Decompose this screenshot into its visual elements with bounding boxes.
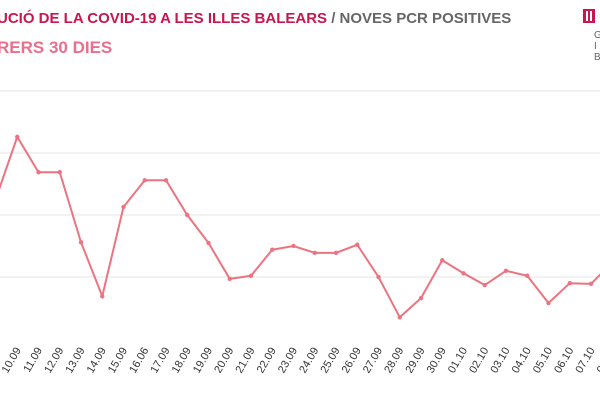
x-tick-label: 16.06 (127, 346, 151, 376)
x-tick-label: 06.10 (552, 346, 576, 376)
x-tick-label: 02.10 (467, 346, 491, 376)
x-tick-label: 19.09 (191, 346, 215, 376)
data-point (588, 281, 594, 287)
x-tick-label: 24.09 (297, 346, 321, 376)
x-tick-label: 27.09 (361, 346, 385, 376)
x-tick-label: 12.09 (42, 346, 66, 376)
data-point (78, 240, 84, 245)
x-tick-label: 28.09 (382, 346, 406, 376)
data-point (376, 274, 381, 280)
x-tick-label: 17.09 (148, 346, 172, 376)
title-suffix: / NOVES PCR POSITIVES (331, 10, 511, 27)
data-point (142, 178, 147, 183)
data-point (291, 243, 296, 249)
data-point (206, 240, 211, 246)
x-tick-label: 05.10 (531, 346, 555, 376)
data-point (397, 315, 402, 320)
x-tick-label: 11.09 (21, 346, 45, 375)
data-point (227, 276, 232, 282)
x-tick-label: 04.10 (510, 346, 534, 376)
data-point (355, 242, 360, 247)
data-point (36, 170, 41, 175)
data-point (418, 295, 424, 301)
x-tick-label: 26.09 (340, 346, 364, 376)
data-point (100, 294, 105, 299)
title-main: UCIÓ DE LA COVID-19 A LES ILLES BALEARS (0, 9, 327, 27)
logo-icon-stripe (590, 11, 592, 21)
data-point (248, 273, 254, 278)
x-tick-label: 08.10 (595, 346, 600, 376)
data-point (185, 212, 190, 218)
data-point (270, 247, 275, 252)
data-point (15, 134, 20, 140)
logo (583, 9, 595, 23)
data-point (121, 204, 126, 210)
x-tick-label: 14.09 (85, 346, 109, 376)
data-line (0, 134, 600, 319)
data-point (461, 271, 466, 276)
data-point (440, 258, 445, 263)
data-point (57, 170, 62, 175)
x-tick-label: 22.09 (255, 346, 279, 376)
x-tick-label: 03.10 (488, 346, 512, 376)
x-tick-label: 13.09 (63, 346, 87, 376)
data-point (312, 250, 317, 256)
chart-subtitle: RERS 30 DIES (0, 38, 112, 57)
data-point (333, 250, 339, 256)
chart-title: UCIÓ DE LA COVID-19 A LES ILLES BALEARS … (0, 9, 511, 27)
x-tick-label: 15.09 (106, 346, 130, 376)
x-tick-label: 07.10 (573, 346, 597, 376)
logo-letter: I (594, 41, 597, 52)
logo-icon (583, 9, 595, 23)
x-tick-label: 18.09 (170, 346, 194, 376)
data-point (525, 273, 530, 278)
logo-icon-stripe (586, 11, 588, 21)
x-tick-label: 29.09 (403, 346, 427, 376)
x-tick-label: 20.09 (212, 346, 236, 376)
x-tick-label: 10.09 (0, 346, 24, 376)
x-tick-label: 01.10 (446, 346, 470, 376)
data-point (163, 178, 169, 183)
logo-letter: B (594, 52, 600, 63)
x-tick-label: 25.09 (318, 346, 342, 376)
data-point (482, 282, 487, 288)
logo-letter: G (594, 30, 600, 41)
x-tick-label: 30.09 (425, 346, 449, 376)
data-point (546, 300, 551, 306)
data-point (503, 268, 509, 273)
x-tick-label: 21.09 (233, 346, 257, 376)
data-point (567, 281, 572, 286)
x-tick-label: 23.09 (276, 346, 300, 376)
